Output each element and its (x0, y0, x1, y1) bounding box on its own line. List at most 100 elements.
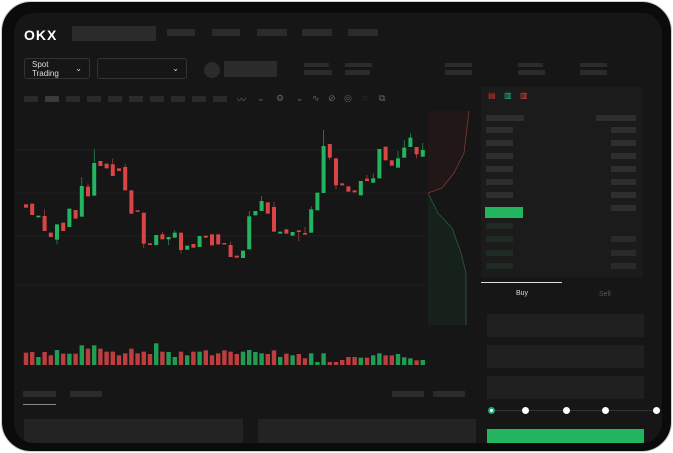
candle-body (290, 232, 295, 236)
candle-body (309, 209, 314, 233)
volume-bar (160, 351, 165, 365)
nav-item[interactable] (348, 29, 378, 36)
bottom-action[interactable] (392, 391, 424, 397)
candle-body (117, 168, 121, 171)
bid-amount (611, 236, 636, 242)
slider-step[interactable] (653, 407, 660, 414)
assets-panel (258, 419, 476, 443)
candlestick-chart[interactable] (14, 13, 484, 383)
orderbook-bids-icon[interactable]: ▥ (504, 91, 512, 100)
chart-type-icon[interactable]: ⌄ (257, 93, 265, 103)
interval-button[interactable] (66, 96, 80, 102)
total-input[interactable] (487, 376, 644, 399)
candle-body (30, 203, 35, 215)
candle-body (284, 229, 289, 234)
interval-button[interactable] (87, 96, 101, 102)
slider-step[interactable] (602, 407, 609, 414)
interval-button[interactable] (171, 96, 185, 102)
interval-button[interactable] (129, 96, 143, 102)
slider-step-selected[interactable] (488, 407, 495, 414)
candle-body (42, 216, 47, 231)
draw-icon[interactable]: ⊘ (328, 93, 336, 103)
amount-input[interactable] (487, 345, 644, 368)
volume-bar (395, 354, 401, 365)
bottom-action[interactable] (433, 391, 465, 397)
orderbook-asks-icon[interactable]: ▥ (520, 91, 528, 100)
fullscreen-icon[interactable]: ⧉ (379, 93, 386, 103)
orderbook-both-icon[interactable]: ▤ (488, 91, 496, 100)
stat-value (518, 70, 545, 75)
bottom-tab-active[interactable] (23, 391, 56, 397)
depth-bids-line (427, 192, 467, 325)
ask-price (486, 140, 513, 146)
interval-button[interactable] (24, 96, 38, 102)
volume-bar (247, 350, 252, 365)
orders-panel (24, 419, 243, 443)
bottom-tab[interactable] (70, 391, 102, 397)
volume-bar (253, 352, 258, 365)
candle-body (123, 167, 128, 191)
candle-body (340, 183, 345, 186)
candle-body (389, 160, 394, 166)
settings-icon[interactable]: ⚙ (276, 93, 285, 103)
stat-label (445, 63, 472, 67)
interval-button[interactable] (192, 96, 206, 102)
candle-body (383, 146, 388, 161)
buy-button[interactable] (487, 429, 644, 443)
candle-body (86, 186, 90, 197)
candle-body (73, 210, 78, 219)
volume-bar (203, 350, 208, 365)
search-placeholder[interactable] (72, 26, 156, 41)
trend-icon[interactable]: ∿ (312, 93, 320, 103)
target-icon[interactable]: ◎ (344, 93, 352, 103)
interval-button[interactable] (45, 96, 59, 102)
orderbook-header-amount (596, 115, 636, 121)
interval-button[interactable] (150, 96, 164, 102)
candle-body (148, 243, 152, 245)
leverage-slider[interactable] (491, 410, 661, 411)
volume-bar (185, 355, 190, 365)
volume-bar (340, 360, 345, 365)
volume-bar (154, 343, 159, 365)
ask-amount (611, 153, 636, 159)
candle-body (48, 232, 53, 237)
nav-item[interactable] (212, 29, 240, 36)
candle-body (179, 232, 183, 250)
volume-bar (129, 348, 134, 365)
volume-bar (216, 353, 221, 365)
volume-bar (116, 355, 122, 365)
interval-button[interactable] (213, 96, 227, 102)
candle-body (61, 222, 66, 231)
ask-amount (611, 192, 636, 198)
candle-body (327, 144, 332, 158)
candle-body (197, 236, 202, 247)
nav-item[interactable] (302, 29, 332, 36)
interval-button[interactable] (108, 96, 122, 102)
nav-item[interactable] (257, 29, 287, 36)
candle-body (365, 178, 369, 181)
pair-dropdown[interactable]: ⌄ (97, 58, 187, 79)
price-input[interactable] (487, 314, 644, 337)
volume-bar (402, 357, 407, 365)
nav-item[interactable] (167, 29, 195, 36)
slider-step[interactable] (522, 407, 529, 414)
volume-bar (48, 355, 53, 365)
volume-bar (110, 351, 115, 365)
last-price-badge (485, 207, 523, 218)
bid-price (486, 236, 513, 242)
tab-buy[interactable]: Buy (516, 290, 529, 297)
slider-step[interactable] (563, 407, 570, 414)
reset-icon[interactable]: ◌ (362, 93, 368, 103)
volume-bar (209, 355, 215, 365)
tab-sell[interactable]: Sell (599, 291, 611, 298)
volume-bar (98, 348, 103, 365)
bid-price (486, 250, 513, 256)
ask-price (486, 153, 513, 159)
stat-label (345, 63, 372, 67)
stat-value (445, 70, 472, 75)
candle-body (272, 207, 276, 232)
indicator-icon[interactable]: 〰 (237, 95, 247, 105)
chevron-down-icon: ⌄ (75, 64, 82, 73)
market-type-dropdown[interactable]: Spot Trading ⌄ (24, 58, 90, 79)
chevron-down-icon[interactable]: ⌄ (296, 93, 304, 103)
